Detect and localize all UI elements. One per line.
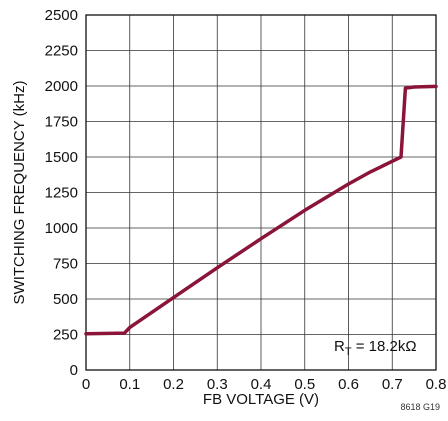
y-tick-label: 750 <box>53 256 78 273</box>
x-tick-label: 0.5 <box>294 376 315 393</box>
y-tick-label: 2000 <box>45 78 78 95</box>
x-tick-label: 0 <box>82 376 90 393</box>
y-tick-label: 250 <box>53 327 78 344</box>
x-tick-label: 0.3 <box>207 376 228 393</box>
y-tick-label: 500 <box>53 291 78 308</box>
series-line <box>84 84 438 336</box>
rt-annotation: RT = 18.2kΩ <box>334 338 417 358</box>
y-tick-label: 1250 <box>45 185 78 202</box>
x-tick-label: 0.6 <box>338 376 359 393</box>
x-tick-label: 0.8 <box>426 376 447 393</box>
x-tick-label: 0.1 <box>119 376 140 393</box>
y-axis-label: SWITCHING FREQUENCY (kHz) <box>11 81 28 305</box>
x-tick-labels: 0 0.1 0.2 0.3 0.4 0.5 0.6 0.7 0.8 <box>82 376 447 393</box>
plot-frame <box>85 14 437 371</box>
grid <box>86 15 436 370</box>
y-tick-label: 2500 <box>45 7 78 24</box>
rt-annotation-symbol: R <box>334 338 345 355</box>
x-tick-label: 0.7 <box>382 376 403 393</box>
y-tick-label: 1750 <box>45 114 78 131</box>
y-tick-labels: 0 250 500 750 1000 1250 1500 1750 2000 2250 2500 <box>45 7 78 379</box>
rt-annotation-subscript: T <box>345 346 352 358</box>
x-axis-label: FB VOLTAGE (V) <box>203 391 319 408</box>
x-tick-label: 0.2 <box>163 376 184 393</box>
y-tick-label: 1000 <box>45 220 78 237</box>
figure-code: 8618 G19 <box>400 402 440 412</box>
y-tick-label: 1500 <box>45 149 78 166</box>
rt-annotation-value: = 18.2kΩ <box>352 338 417 355</box>
x-tick-label: 0.4 <box>251 376 272 393</box>
y-tick-label: 2250 <box>45 43 78 60</box>
y-tick-label: 0 <box>70 362 78 379</box>
